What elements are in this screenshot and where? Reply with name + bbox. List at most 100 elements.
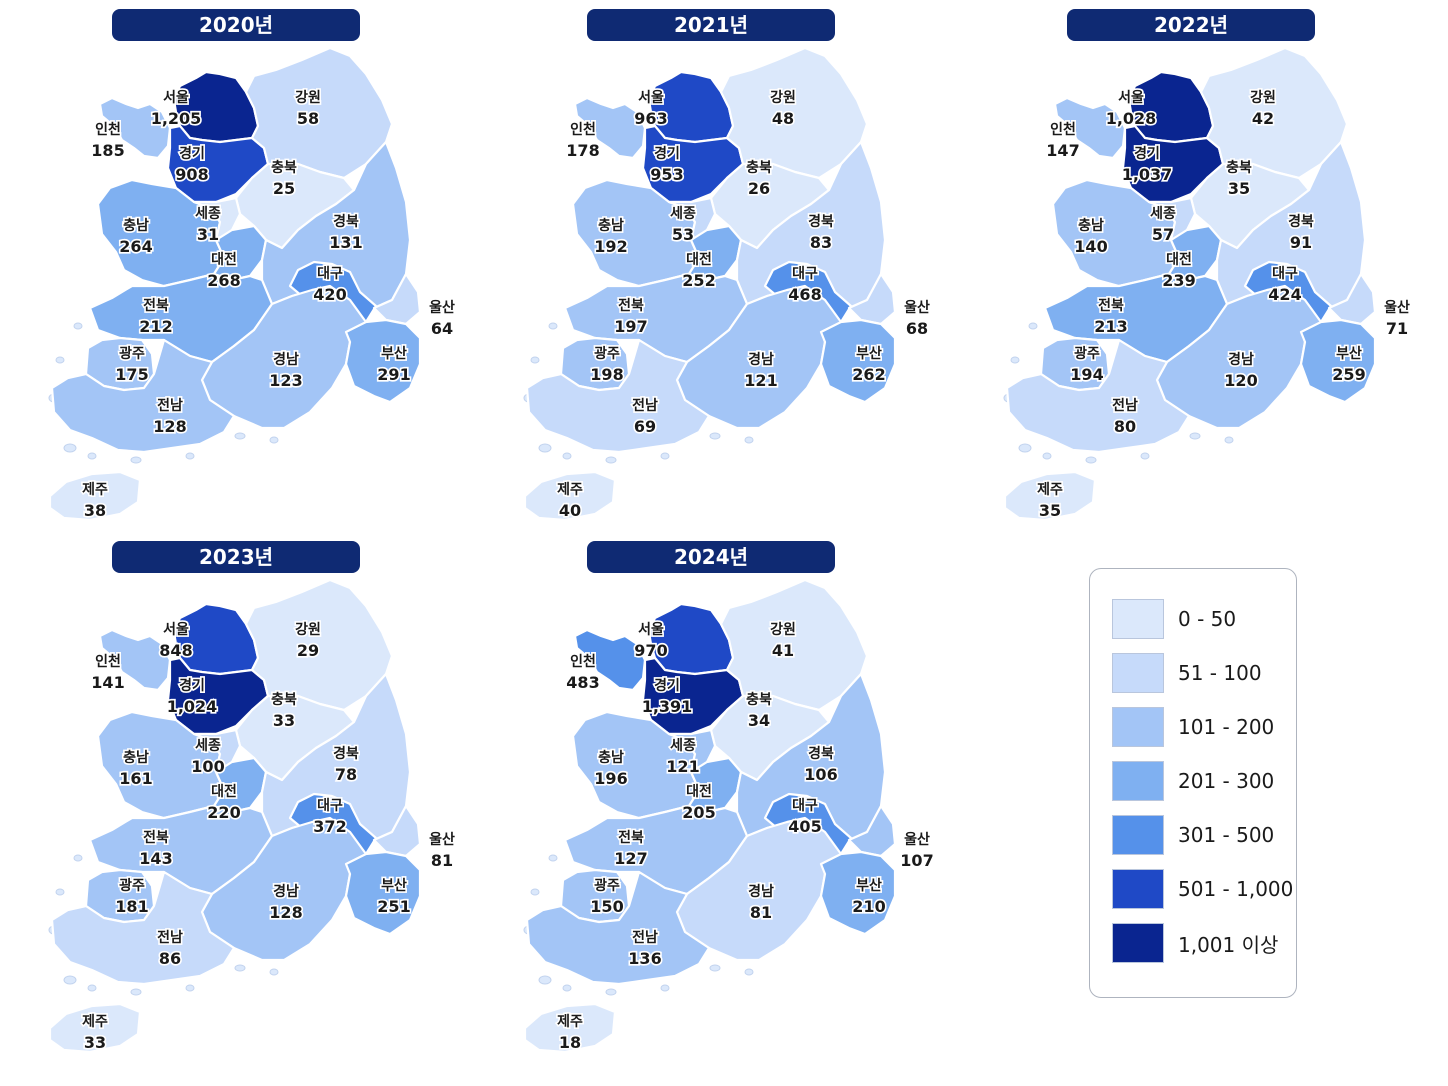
region-value-label: 35 [1228, 179, 1250, 198]
island-shape [538, 443, 552, 453]
region-label: 충남 192 [593, 215, 630, 257]
island-shape [562, 984, 572, 992]
island-shape [744, 436, 754, 444]
region-name-label: 인천 [1050, 121, 1076, 138]
region-value-label: 140 [1074, 237, 1107, 256]
region-shape [172, 602, 260, 676]
legend-swatch [1112, 707, 1164, 747]
region-label: 광주 175 [114, 343, 151, 385]
region-shape [212, 224, 268, 282]
region-value-label: 141 [91, 673, 124, 692]
region-name-label: 대구 [792, 798, 818, 814]
region-value-label: 468 [788, 285, 821, 304]
region-label: 전남 128 [152, 395, 189, 437]
region-name-label: 광주 [594, 877, 620, 894]
region-label: 충남 161 [118, 747, 155, 789]
legend-label: 301 - 500 [1178, 823, 1275, 847]
region-name-label: 경북 [1288, 213, 1314, 230]
region-name-label: 충북 [271, 160, 297, 176]
region-label: 부산 262 [851, 343, 888, 385]
region-value-label: 198 [590, 365, 623, 384]
region-name-label: 전북 [1098, 297, 1124, 314]
region-name-label: 충남 [598, 749, 624, 766]
region-label: 충북 35 [1225, 158, 1254, 199]
legend-swatch [1112, 923, 1164, 963]
region-label: 경남 123 [268, 349, 305, 391]
region-shape [48, 470, 142, 522]
island-shape [1085, 456, 1097, 464]
year-badge: 2024년 [587, 541, 835, 573]
region-name-label: 경남 [748, 351, 774, 368]
map-panel: 서울 1,028 인천 147 경기 1,037 강원 42 충북 35 충남 140 세종 57 대전 23… [995, 8, 1448, 533]
island-shape [530, 888, 540, 896]
region-value-label: 69 [634, 417, 656, 436]
region-shape [1053, 96, 1127, 160]
region-name-label: 충남 [123, 749, 149, 766]
region-name-label: 충남 [123, 217, 149, 234]
region-label: 경북 91 [1287, 211, 1316, 253]
region-shape [344, 318, 422, 404]
region-value-label: 136 [628, 949, 661, 968]
island-shape [1189, 432, 1201, 440]
region-label: 강원 41 [769, 619, 798, 661]
region-name-label: 제주 [82, 1014, 108, 1030]
region-name-label: 경남 [1228, 351, 1254, 368]
region-label: 경북 131 [328, 211, 365, 253]
map-panel: 서울 848 인천 141 경기 1,024 강원 29 충북 33 충남 161 세종 100 대전 220… [40, 540, 510, 1065]
region-value-label: 161 [119, 769, 152, 788]
region-value-label: 1,391 [642, 697, 693, 716]
region-name-label: 강원 [295, 89, 321, 106]
region-name-label: 대구 [317, 798, 343, 814]
region-value-label: 252 [682, 271, 715, 290]
region-name-label: 부산 [856, 877, 882, 894]
region-shape [172, 70, 260, 144]
korea-map: 서울 1,205 인천 185 경기 908 강원 58 충북 25 충남 264 세종 31 대전 268 경… [48, 46, 455, 522]
region-name-label: 충북 [271, 692, 297, 708]
region-label: 대전 268 [206, 249, 243, 291]
region-name-label: 인천 [95, 121, 121, 138]
region-name-label: 부산 [856, 345, 882, 362]
region-name-label: 경남 [273, 883, 299, 900]
region-value-label: 175 [115, 365, 148, 384]
island-shape [63, 975, 77, 985]
region-label: 제주 38 [81, 480, 110, 521]
region-label: 강원 58 [294, 87, 323, 129]
region-shape [523, 470, 617, 522]
region-label: 부산 291 [376, 343, 413, 385]
region-name-label: 세종 [670, 206, 696, 222]
region-value-label: 483 [566, 673, 599, 692]
legend-item: 51 - 100 [1112, 653, 1262, 693]
legend-item: 501 - 1,000 [1112, 869, 1293, 909]
region-shape [48, 1002, 142, 1054]
region-name-label: 제주 [557, 1014, 583, 1030]
region-value-label: 48 [772, 109, 794, 128]
region-name-label: 광주 [1074, 345, 1100, 362]
region-label: 세종 121 [665, 736, 702, 777]
region-value-label: 127 [614, 849, 647, 868]
region-label: 강원 42 [1249, 87, 1278, 129]
region-name-label: 경북 [808, 745, 834, 762]
region-value-label: 1,024 [167, 697, 218, 716]
region-label: 전남 80 [1111, 395, 1140, 437]
region-label: 충북 26 [745, 158, 774, 199]
region-label: 경북 78 [332, 743, 361, 785]
region-value-label: 42 [1252, 109, 1274, 128]
region-value-label: 1,037 [1122, 165, 1173, 184]
korea-map: 서울 1,028 인천 147 경기 1,037 강원 42 충북 35 충남 140 세종 57 대전 23… [1003, 46, 1410, 522]
region-label: 세종 53 [669, 204, 698, 245]
region-name-label: 세종 [670, 738, 696, 754]
region-label: 경기 1,391 [640, 675, 694, 717]
region-name-label: 울산 [904, 299, 930, 316]
region-value-label: 29 [297, 641, 319, 660]
region-label: 대전 239 [1161, 249, 1198, 291]
region-label: 경남 128 [268, 881, 305, 923]
korea-map: 서울 848 인천 141 경기 1,024 강원 29 충북 33 충남 161 세종 100 대전 220… [48, 578, 455, 1054]
region-name-label: 제주 [82, 482, 108, 498]
region-value-label: 150 [590, 897, 623, 916]
region-value-label: 33 [273, 711, 295, 730]
island-shape [538, 975, 552, 985]
region-label: 광주 181 [114, 875, 151, 917]
region-name-label: 전남 [157, 397, 183, 414]
region-value-label: 192 [594, 237, 627, 256]
